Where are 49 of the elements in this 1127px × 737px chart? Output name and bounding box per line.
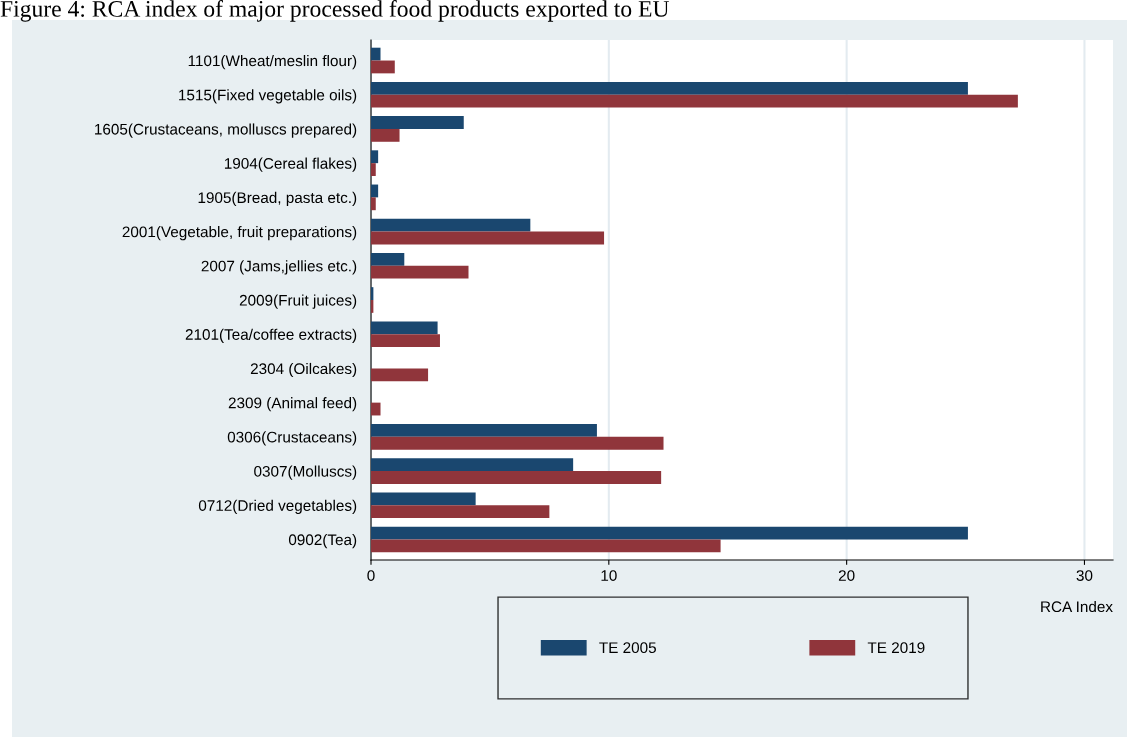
bar: [371, 526, 968, 540]
x-tick-label: 10: [601, 570, 617, 581]
y-tick-label: 1904(Cereal flakes): [224, 157, 357, 172]
y-tick-label: 1605(Crustaceans, molluscs prepared): [95, 123, 357, 138]
bar: [371, 94, 1018, 108]
chart-title: Figure 4: RCA index of major processed food products exported to EU: [0, 0, 670, 22]
bar: [371, 81, 968, 95]
bar: [371, 402, 381, 416]
bar: [371, 231, 605, 245]
bar: [371, 505, 550, 519]
bar: [371, 116, 464, 129]
bar: [371, 458, 574, 472]
y-tick-label: 2304 (Oilcakes): [250, 362, 357, 378]
bar: [371, 184, 379, 198]
y-tick-label: 2009(Fruit juices): [239, 294, 357, 309]
x-axis-title: RCA Index: [1041, 600, 1113, 613]
y-tick-label: 1905(Bread, pasta etc.): [198, 191, 357, 207]
bar: [371, 60, 395, 74]
bar: [371, 334, 440, 348]
bar: [371, 150, 379, 164]
bar: [371, 265, 469, 279]
y-tick-label: 0307(Molluscs): [254, 465, 357, 480]
bar: [371, 128, 400, 142]
bar: [371, 492, 476, 506]
bar: [371, 436, 664, 450]
bar: [371, 368, 429, 382]
y-tick-label: 2309 (Animal feed): [228, 397, 357, 412]
bar: [371, 252, 405, 266]
bar: [371, 47, 381, 61]
y-tick-label: 0902(Tea): [288, 533, 357, 549]
legend-label: TE 2005: [599, 642, 656, 654]
y-tick-label: 1515(Fixed vegetable oils): [179, 89, 357, 104]
y-tick-label: 1101(Wheat/meslin flour): [188, 54, 357, 70]
y-tick-label: 2007 (Jams,jellies etc.): [201, 260, 357, 275]
bar: [371, 539, 721, 553]
x-tick-label: 20: [838, 570, 855, 581]
legend-label: TE 2019: [867, 642, 925, 654]
bar: [371, 163, 376, 176]
y-tick-label: 0306(Crustaceans): [227, 431, 357, 446]
x-tick-label: 30: [1076, 570, 1093, 581]
y-tick-label: 0712(Dried vegetables): [198, 499, 357, 514]
x-tick-label: 0: [367, 570, 375, 581]
bar: [371, 471, 662, 484]
bar: [371, 218, 531, 232]
y-tick-label: 2001(Vegetable, fruit preparations): [122, 226, 357, 241]
bar: [371, 424, 597, 437]
bar: [371, 321, 438, 335]
y-tick-label: 2101(Tea/coffee extracts): [185, 328, 357, 343]
bar: [371, 197, 376, 211]
